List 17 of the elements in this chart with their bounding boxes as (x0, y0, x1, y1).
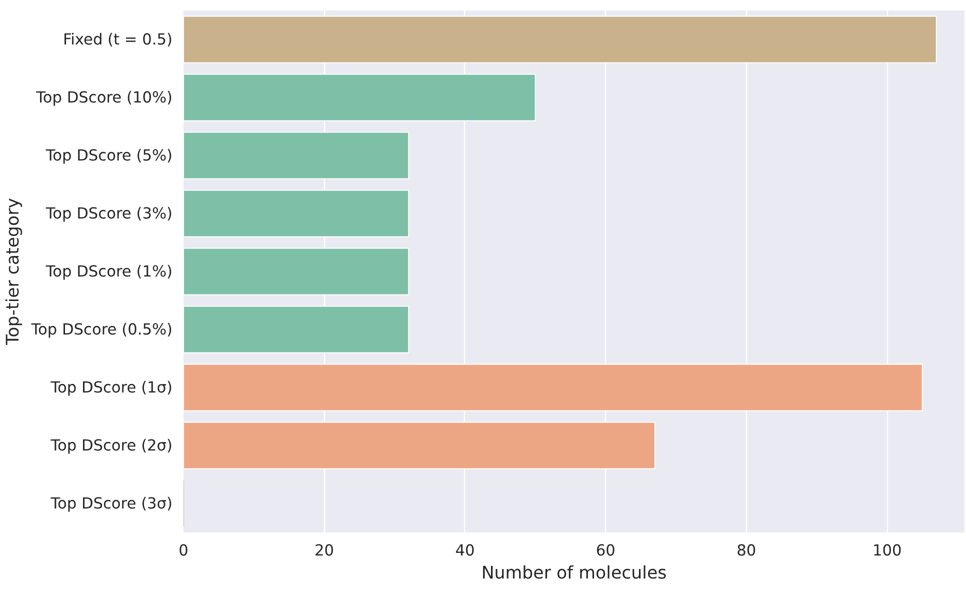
x-tick-label: 100 (872, 542, 902, 560)
y-tick-label: Top DScore (2σ) (50, 436, 173, 454)
x-tick-label: 0 (178, 542, 188, 560)
y-tick-label: Top DScore (10%) (35, 88, 172, 106)
x-tick-label: 80 (736, 542, 756, 560)
y-tick-label: Top DScore (1%) (44, 262, 173, 280)
x-axis-title: Number of molecules (481, 564, 667, 584)
y-tick-label: Top DScore (0.5%) (30, 320, 173, 338)
y-tick-label: Top DScore (3σ) (50, 494, 173, 512)
y-tick-label: Fixed (t = 0.5) (62, 30, 173, 48)
x-tick-label: 60 (596, 542, 616, 560)
x-tick-label: 40 (455, 542, 475, 560)
x-tick-label: 20 (314, 542, 334, 560)
y-tick-label: Top DScore (3%) (44, 204, 173, 222)
y-axis-title: Top-tier category (3, 198, 24, 346)
y-tick-label: Top DScore (5%) (44, 146, 173, 164)
y-tick-label: Top DScore (1σ) (50, 378, 173, 396)
